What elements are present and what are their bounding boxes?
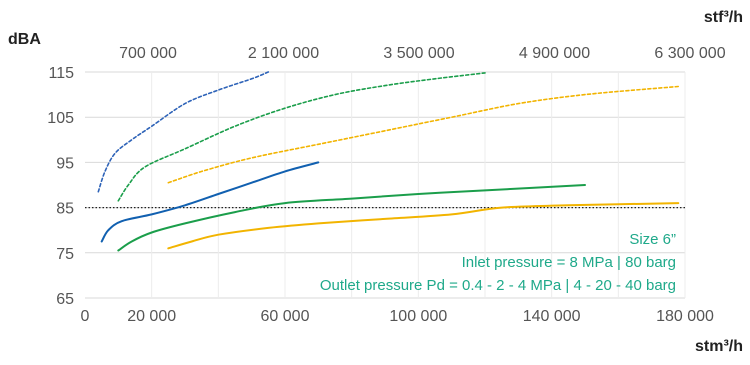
y-tick-label: 95 <box>56 155 74 172</box>
x-tick-label: 140 000 <box>523 308 581 325</box>
series-group <box>97 71 680 252</box>
y-tick-label: 75 <box>56 246 74 263</box>
x-tick-label: 0 <box>81 308 90 325</box>
x-tick-label: 100 000 <box>389 308 447 325</box>
x2-tick-label: 4 900 000 <box>519 45 590 62</box>
annotation-outlet-pressure: Outlet pressure Pd = 0.4 - 2 - 4 MPa | 4… <box>320 277 676 294</box>
dashed-series-2 <box>167 85 680 184</box>
dashed-series-0 <box>97 71 270 193</box>
solid-series-5 <box>167 202 680 250</box>
x2-tick-label: 3 500 000 <box>383 45 454 62</box>
dashed-series-1 <box>117 72 486 202</box>
solid-series-4 <box>117 184 586 252</box>
x2-tick-label: 2 100 000 <box>248 45 319 62</box>
y-tick-label: 85 <box>56 201 74 218</box>
x-tick-label: 180 000 <box>656 308 714 325</box>
x-tick-labels: 0 20 000 60 000 100 000 140 000 180 000 <box>81 308 714 325</box>
annotation-inlet-pressure: Inlet pressure = 8 MPa | 80 barg <box>462 254 676 271</box>
x-tick-label: 20 000 <box>127 308 176 325</box>
y-tick-labels: 115 105 95 85 75 65 <box>47 65 74 308</box>
x-axis-label: stm³/h <box>695 338 743 355</box>
y-axis-label: dBA <box>8 31 41 48</box>
solid-series-3 <box>100 161 320 243</box>
annotation-size: Size 6” <box>629 231 676 248</box>
x2-tick-label: 6 300 000 <box>654 45 725 62</box>
x2-tick-label: 700 000 <box>119 45 177 62</box>
x2-axis-label: stf³/h <box>704 9 743 26</box>
y-tick-label: 115 <box>48 65 74 82</box>
x2-tick-labels: 700 000 2 100 000 3 500 000 4 900 000 6 300 … <box>119 45 726 62</box>
y-tick-label: 65 <box>56 291 74 308</box>
x-tick-label: 60 000 <box>261 308 310 325</box>
y-tick-label: 105 <box>47 110 74 127</box>
